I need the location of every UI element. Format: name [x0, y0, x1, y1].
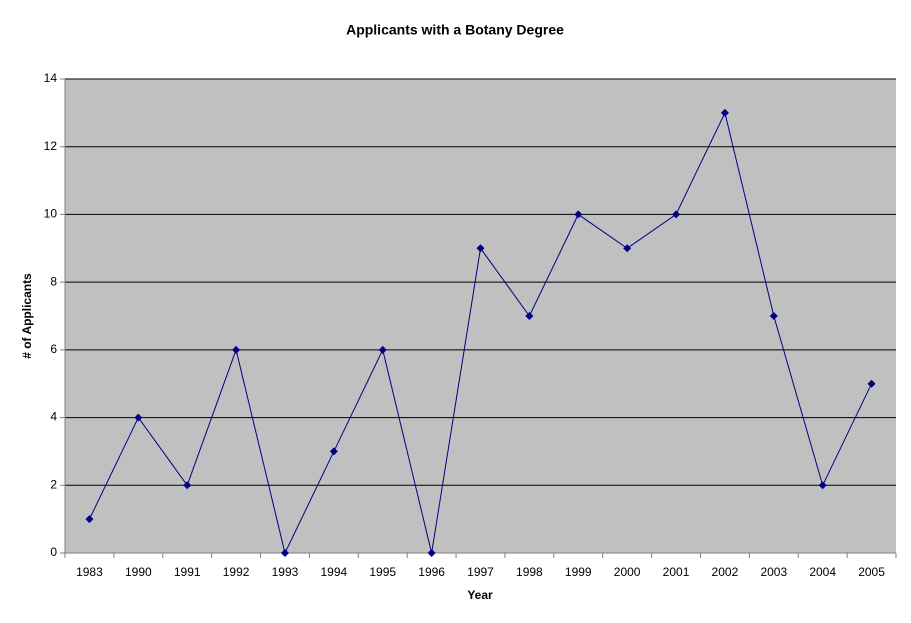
y-axis-label: # of Applicants — [20, 273, 34, 359]
y-tick-label: 14 — [44, 71, 58, 85]
y-tick-label: 8 — [50, 274, 57, 288]
x-tick-label: 1999 — [565, 565, 592, 579]
x-tick-label: 1983 — [76, 565, 103, 579]
x-tick-label: 1991 — [174, 565, 201, 579]
y-tick-label: 0 — [50, 545, 57, 559]
x-tick-label: 2000 — [614, 565, 641, 579]
x-tick-label: 2005 — [858, 565, 885, 579]
x-tick-label: 2003 — [760, 565, 787, 579]
y-tick-label: 2 — [50, 477, 57, 491]
x-axis-label: Year — [467, 588, 493, 602]
y-tick-label: 6 — [50, 342, 57, 356]
x-tick-label: 2001 — [663, 565, 690, 579]
x-tick-label: 1995 — [369, 565, 396, 579]
x-tick-label: 1996 — [418, 565, 445, 579]
y-tick-label: 12 — [44, 139, 58, 153]
x-tick-label: 1994 — [321, 565, 348, 579]
chart: Applicants with a Botany Degree Year # o… — [0, 0, 911, 623]
x-tick-label: 1997 — [467, 565, 494, 579]
x-tick-label: 1990 — [125, 565, 152, 579]
x-tick-label: 2002 — [712, 565, 739, 579]
x-tick-label: 1992 — [223, 565, 250, 579]
x-tick-label: 1998 — [516, 565, 543, 579]
y-tick-label: 4 — [50, 410, 57, 424]
x-tick-label: 1993 — [272, 565, 299, 579]
y-tick-label: 10 — [44, 207, 58, 221]
x-tick-label: 2004 — [809, 565, 836, 579]
chart-title: Applicants with a Botany Degree — [346, 22, 564, 38]
